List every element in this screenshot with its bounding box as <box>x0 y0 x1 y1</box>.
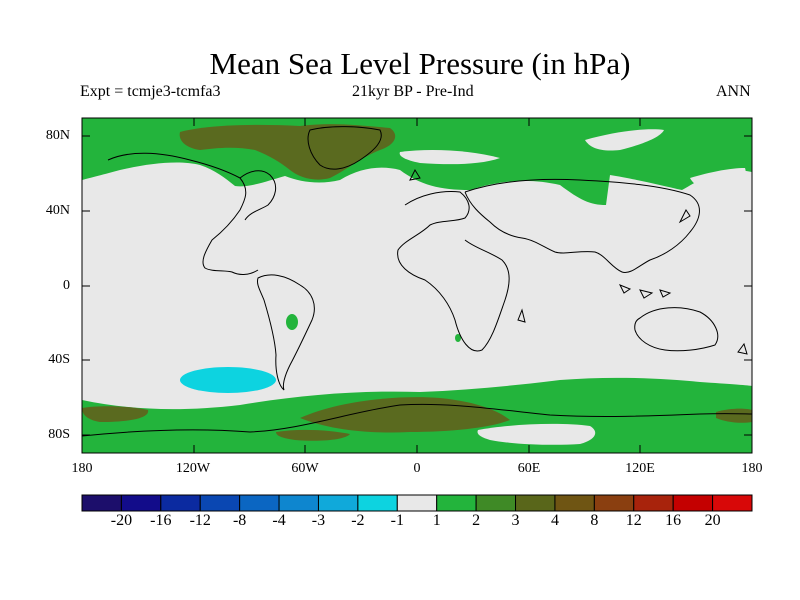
colorbar-swatch <box>593 494 635 512</box>
colorbar-label: 2 <box>472 512 481 529</box>
colorbar-swatch <box>554 494 595 512</box>
colorbar-label: 16 <box>665 512 682 529</box>
lon-label-60w: 60W <box>291 461 319 476</box>
colorbar-label: -8 <box>232 512 247 529</box>
colorbar-swatch <box>239 494 280 512</box>
colorbar <box>81 494 753 512</box>
colorbar-label: 20 <box>704 512 721 529</box>
field-arctic-gap <box>585 129 664 151</box>
colorbar-label: -20 <box>110 512 133 529</box>
lat-label-40s: 40S <box>48 352 70 367</box>
field-speck-andes <box>286 314 298 330</box>
lon-label-60e: 60E <box>517 461 541 476</box>
colorbar-swatch <box>81 494 122 512</box>
colorbar-label: -4 <box>272 512 286 529</box>
colorbar-label: 8 <box>590 512 599 529</box>
colorbar-label: -2 <box>351 512 365 529</box>
season-label: ANN <box>716 83 751 100</box>
lat-label-40n: 40N <box>45 203 70 218</box>
field-negative-pacific <box>180 367 276 393</box>
lon-label-180w: 180 <box>71 461 93 476</box>
colorbar-label: -16 <box>150 512 172 529</box>
lon-label-0: 0 <box>413 461 421 476</box>
field-north-atlantic-gap <box>399 150 500 165</box>
lon-label-180e: 180 <box>741 461 763 476</box>
lon-label-120w: 120W <box>175 461 211 476</box>
colorbar-label: -3 <box>311 512 326 529</box>
lat-label-0: 0 <box>63 278 70 293</box>
field-antarctic-gap <box>477 423 596 445</box>
pressure-field <box>82 118 752 453</box>
colorbar-swatch <box>278 494 319 512</box>
colorbar-swatch <box>317 494 359 512</box>
colorbar-swatch <box>436 494 477 512</box>
colorbar-label: -12 <box>189 512 211 529</box>
lat-ticks <box>82 135 752 436</box>
colorbar-swatch <box>672 494 714 512</box>
colorbar-swatch <box>120 494 162 512</box>
colorbar-label: -1 <box>390 512 404 529</box>
colorbar-swatch <box>357 494 398 512</box>
colorbar-swatch <box>396 494 438 512</box>
colorbar-swatch <box>633 494 674 512</box>
field-siberia-gap <box>690 168 746 191</box>
map-title: Mean Sea Level Pressure (in hPa) <box>209 46 631 81</box>
lon-label-120e: 120E <box>625 461 655 476</box>
lat-label-80s: 80S <box>48 427 70 442</box>
coastlines <box>82 126 752 437</box>
colorbar-swatch <box>475 494 517 512</box>
colorbar-swatch <box>515 494 556 512</box>
colorbar-label: 4 <box>550 512 559 529</box>
field-positive-antarctic-3 <box>82 406 149 422</box>
colorbar-label: 12 <box>625 512 642 529</box>
period-label: 21kyr BP - Pre-Ind <box>352 83 474 100</box>
experiment-label: Expt = tcmje3-tcmfa3 <box>80 83 221 100</box>
colorbar-label: 3 <box>511 512 520 529</box>
field-positive-antarctic-4 <box>716 408 752 423</box>
lon-ticks <box>193 118 641 453</box>
lat-label-80n: 80N <box>45 128 70 143</box>
colorbar-swatch <box>199 494 241 512</box>
colorbar-swatch <box>712 494 753 512</box>
field-speck-africa <box>455 334 461 342</box>
field-positive-greenland <box>179 124 396 180</box>
field-positive-antarctic-2 <box>276 429 350 441</box>
colorbar-swatch <box>160 494 201 512</box>
colorbar-label: 1 <box>432 512 441 529</box>
